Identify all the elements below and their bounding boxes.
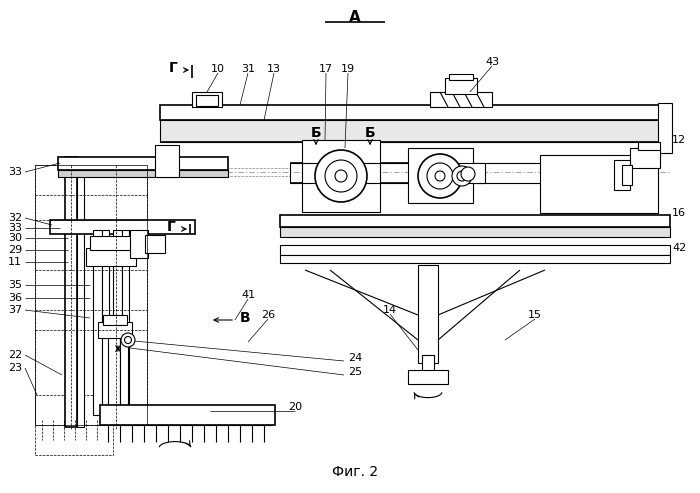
Bar: [98, 322, 132, 338]
Text: 19: 19: [341, 64, 355, 74]
Text: В: В: [239, 311, 251, 325]
Text: 11: 11: [8, 257, 22, 267]
Text: А: А: [349, 9, 361, 25]
Text: 23: 23: [8, 363, 22, 373]
Bar: [192, 92, 222, 107]
Bar: [280, 215, 670, 227]
Text: 13: 13: [267, 64, 281, 74]
Bar: [658, 103, 672, 153]
Bar: [422, 355, 434, 375]
Bar: [622, 165, 632, 185]
Bar: [470, 163, 560, 183]
Bar: [58, 170, 228, 177]
Text: 36: 36: [8, 293, 22, 303]
Circle shape: [325, 160, 357, 192]
Circle shape: [461, 167, 475, 181]
Text: 17: 17: [319, 64, 333, 74]
Text: 33: 33: [8, 223, 22, 233]
Bar: [35, 395, 113, 455]
Text: 32: 32: [8, 213, 22, 223]
Text: 24: 24: [348, 353, 363, 363]
Bar: [100, 405, 275, 425]
Bar: [408, 370, 448, 384]
Bar: [196, 95, 218, 106]
Bar: [113, 230, 122, 415]
Bar: [58, 157, 228, 170]
Text: 41: 41: [241, 290, 255, 300]
Text: Фиг. 2: Фиг. 2: [332, 465, 378, 479]
Bar: [155, 145, 179, 177]
Bar: [408, 148, 473, 203]
Bar: [540, 155, 658, 213]
Bar: [103, 315, 127, 325]
Bar: [90, 236, 132, 250]
Circle shape: [335, 170, 347, 182]
Bar: [455, 163, 485, 183]
Text: 20: 20: [288, 402, 302, 412]
Circle shape: [435, 171, 445, 181]
Text: 14: 14: [383, 305, 397, 315]
Bar: [280, 245, 670, 255]
Text: Б: Б: [311, 126, 321, 140]
Text: 33: 33: [8, 167, 22, 177]
Circle shape: [427, 163, 453, 189]
Bar: [86, 248, 136, 266]
Bar: [449, 74, 473, 80]
Circle shape: [452, 166, 472, 186]
Text: 25: 25: [348, 367, 362, 377]
Bar: [102, 230, 109, 415]
Text: 35: 35: [8, 280, 22, 290]
Text: 29: 29: [8, 245, 22, 255]
Bar: [638, 142, 660, 150]
Text: 37: 37: [8, 305, 22, 315]
Bar: [145, 235, 165, 253]
Text: 26: 26: [261, 310, 275, 320]
Circle shape: [125, 337, 132, 344]
Text: 10: 10: [211, 64, 225, 74]
Bar: [630, 148, 660, 168]
Bar: [120, 330, 128, 410]
Circle shape: [315, 150, 367, 202]
Text: 43: 43: [485, 57, 499, 67]
Bar: [280, 255, 670, 263]
Bar: [122, 230, 129, 415]
Text: 12: 12: [672, 135, 686, 145]
Text: Г: Г: [169, 61, 177, 75]
Bar: [93, 230, 102, 415]
Bar: [77, 157, 84, 427]
Text: Г: Г: [167, 220, 176, 234]
Bar: [160, 120, 670, 142]
Bar: [445, 78, 477, 94]
Circle shape: [418, 154, 462, 198]
Bar: [280, 227, 670, 237]
Bar: [130, 230, 148, 258]
Bar: [35, 165, 147, 425]
Bar: [614, 160, 630, 190]
Bar: [160, 105, 670, 120]
Circle shape: [121, 333, 135, 347]
Text: 16: 16: [672, 208, 686, 218]
Text: 31: 31: [241, 64, 255, 74]
Bar: [302, 140, 380, 212]
Text: 22: 22: [8, 350, 22, 360]
Bar: [35, 165, 147, 425]
Bar: [418, 265, 438, 363]
Bar: [430, 92, 492, 107]
Bar: [65, 157, 77, 427]
Text: 42: 42: [672, 243, 686, 253]
Text: 30: 30: [8, 233, 22, 243]
Text: 15: 15: [528, 310, 542, 320]
Bar: [108, 330, 120, 410]
Bar: [50, 220, 195, 234]
Text: Б: Б: [365, 126, 375, 140]
Circle shape: [457, 171, 467, 181]
Bar: [290, 163, 410, 183]
